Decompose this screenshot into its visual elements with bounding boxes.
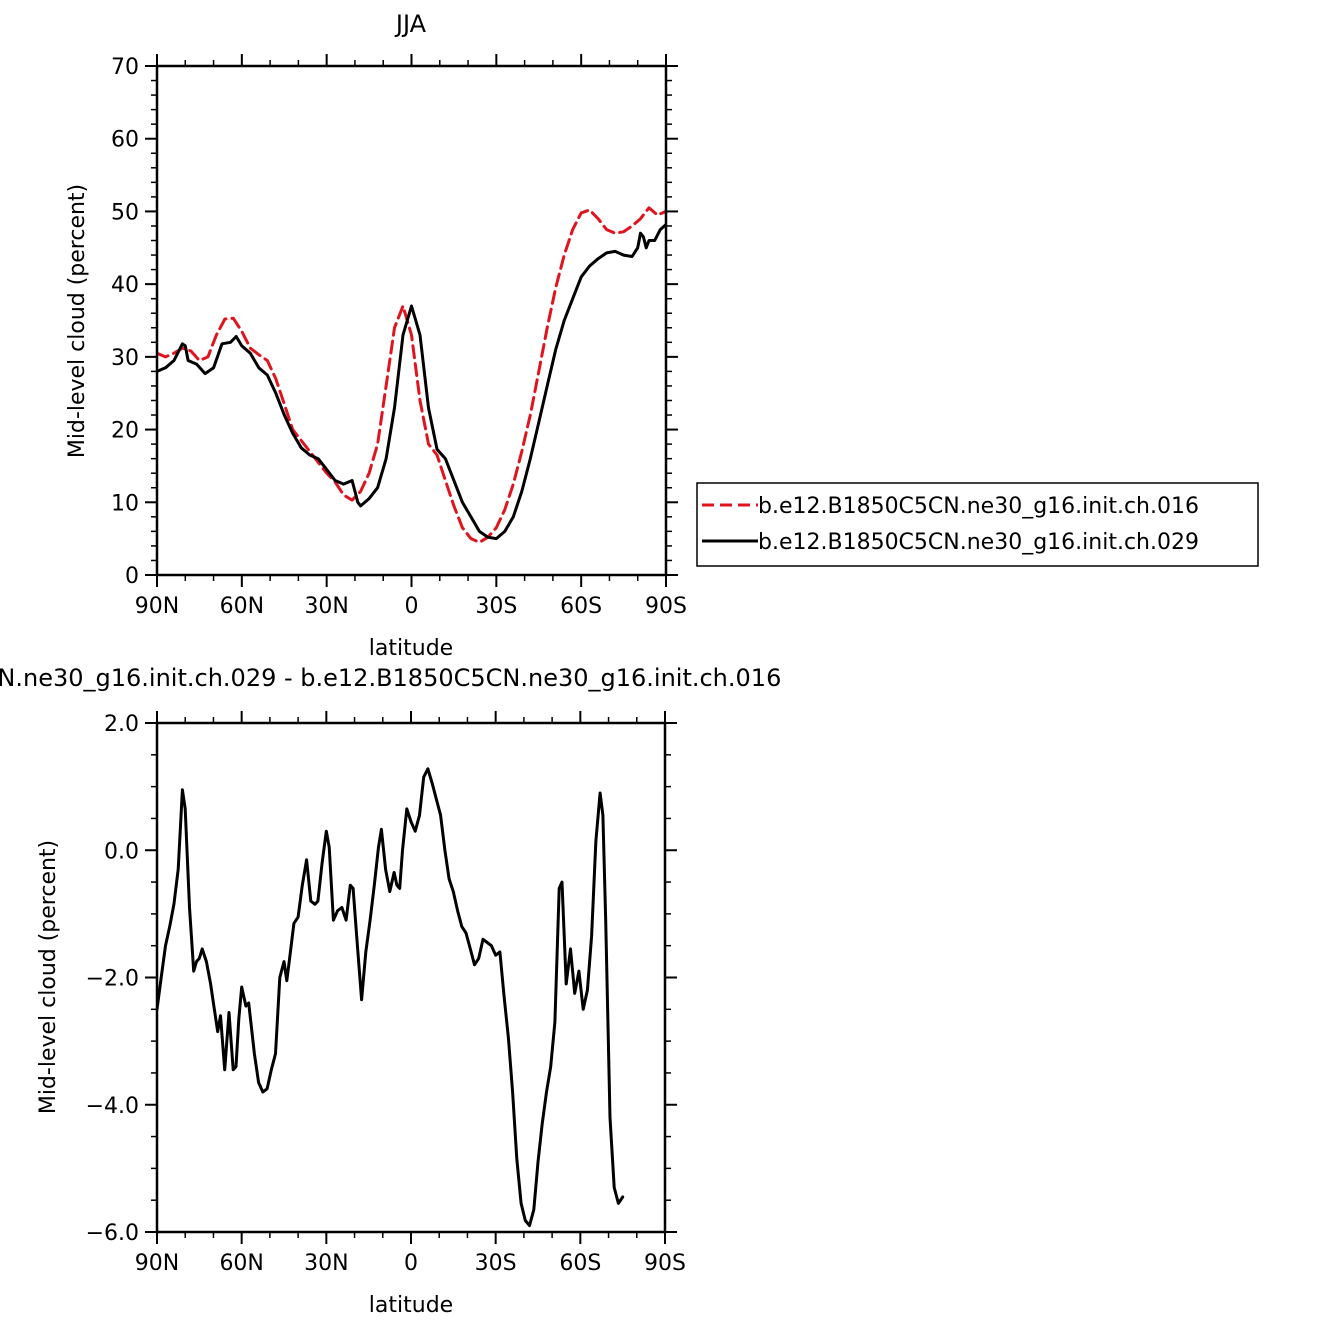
legend-box xyxy=(696,482,1259,567)
panel-top: JJA 0 10 20 30 40 50 60 70 90N 60N 30N 0 30S 60S 90S M… xyxy=(65,10,1259,661)
bottom-ytick-label: 2.0 xyxy=(104,712,139,737)
bottom-xtick-label: 60N xyxy=(219,1251,263,1276)
top-ytick-label: 30 xyxy=(111,346,139,371)
bottom-xtick-label: 90N xyxy=(135,1251,179,1276)
bottom-y-axis-label: Mid-level cloud (percent) xyxy=(36,840,61,1114)
panel-bottom: CN.ne30_g16.init.ch.029 - b.e12.B1850C5C… xyxy=(0,664,781,1318)
top-ytick-label: 20 xyxy=(111,419,139,444)
bottom-xtick-label: 30S xyxy=(475,1251,517,1276)
bottom-xtick-label: 30N xyxy=(304,1251,348,1276)
legend-label-series-029: b.e12.B1850C5CN.ne30_g16.init.ch.029 xyxy=(758,530,1199,555)
bottom-tick-marks xyxy=(145,711,677,1244)
top-xtick-label: 90N xyxy=(135,594,179,619)
bottom-xtick-label: 90S xyxy=(644,1251,686,1276)
bottom-chart-title: CN.ne30_g16.init.ch.029 - b.e12.B1850C5C… xyxy=(0,664,781,692)
top-ytick-label: 0 xyxy=(125,564,139,589)
top-tick-labels: 0 10 20 30 40 50 60 70 90N 60N 30N 0 30S 60S 90S xyxy=(111,55,687,619)
bottom-ytick-label: −2.0 xyxy=(86,967,139,992)
top-ytick-label: 70 xyxy=(111,55,139,80)
bottom-series-lines xyxy=(157,767,625,1228)
top-ytick-label: 60 xyxy=(111,128,139,153)
top-ytick-label: 50 xyxy=(111,200,139,225)
top-xtick-label: 60N xyxy=(220,594,264,619)
top-y-axis-label: Mid-level cloud (percent) xyxy=(65,184,90,458)
top-x-axis-label: latitude xyxy=(369,636,453,661)
top-xtick-label: 90S xyxy=(645,594,687,619)
bottom-ytick-label: −6.0 xyxy=(86,1221,139,1246)
bottom-ytick-label: 0.0 xyxy=(104,839,139,864)
top-series-lines xyxy=(157,204,666,544)
top-series-line-1 xyxy=(157,222,666,541)
bottom-series-line-0 xyxy=(157,767,625,1228)
top-ytick-label: 10 xyxy=(111,491,139,516)
top-xtick-label: 30N xyxy=(304,594,348,619)
bottom-xtick-label: 60S xyxy=(559,1251,601,1276)
legend-label-series-016: b.e12.B1850C5CN.ne30_g16.init.ch.016 xyxy=(758,494,1199,519)
top-series-line-0 xyxy=(157,204,666,544)
top-ytick-label: 40 xyxy=(111,273,139,298)
bottom-plot-frame xyxy=(155,721,667,1234)
top-plot-frame xyxy=(155,64,668,577)
top-xtick-label: 0 xyxy=(405,594,419,619)
top-xtick-label: 30S xyxy=(475,594,517,619)
bottom-x-axis-label: latitude xyxy=(369,1293,453,1318)
top-xtick-label: 60S xyxy=(560,594,602,619)
bottom-tick-labels: −6.0 −4.0 −2.0 0.0 2.0 90N 60N 30N 0 30S 60S 90S xyxy=(86,712,686,1276)
bottom-ytick-label: −4.0 xyxy=(86,1094,139,1119)
legend: b.e12.B1850C5CN.ne30_g16.init.ch.016 b.e… xyxy=(696,482,1259,567)
bottom-xtick-label: 0 xyxy=(404,1251,418,1276)
top-chart-title: JJA xyxy=(394,10,427,38)
